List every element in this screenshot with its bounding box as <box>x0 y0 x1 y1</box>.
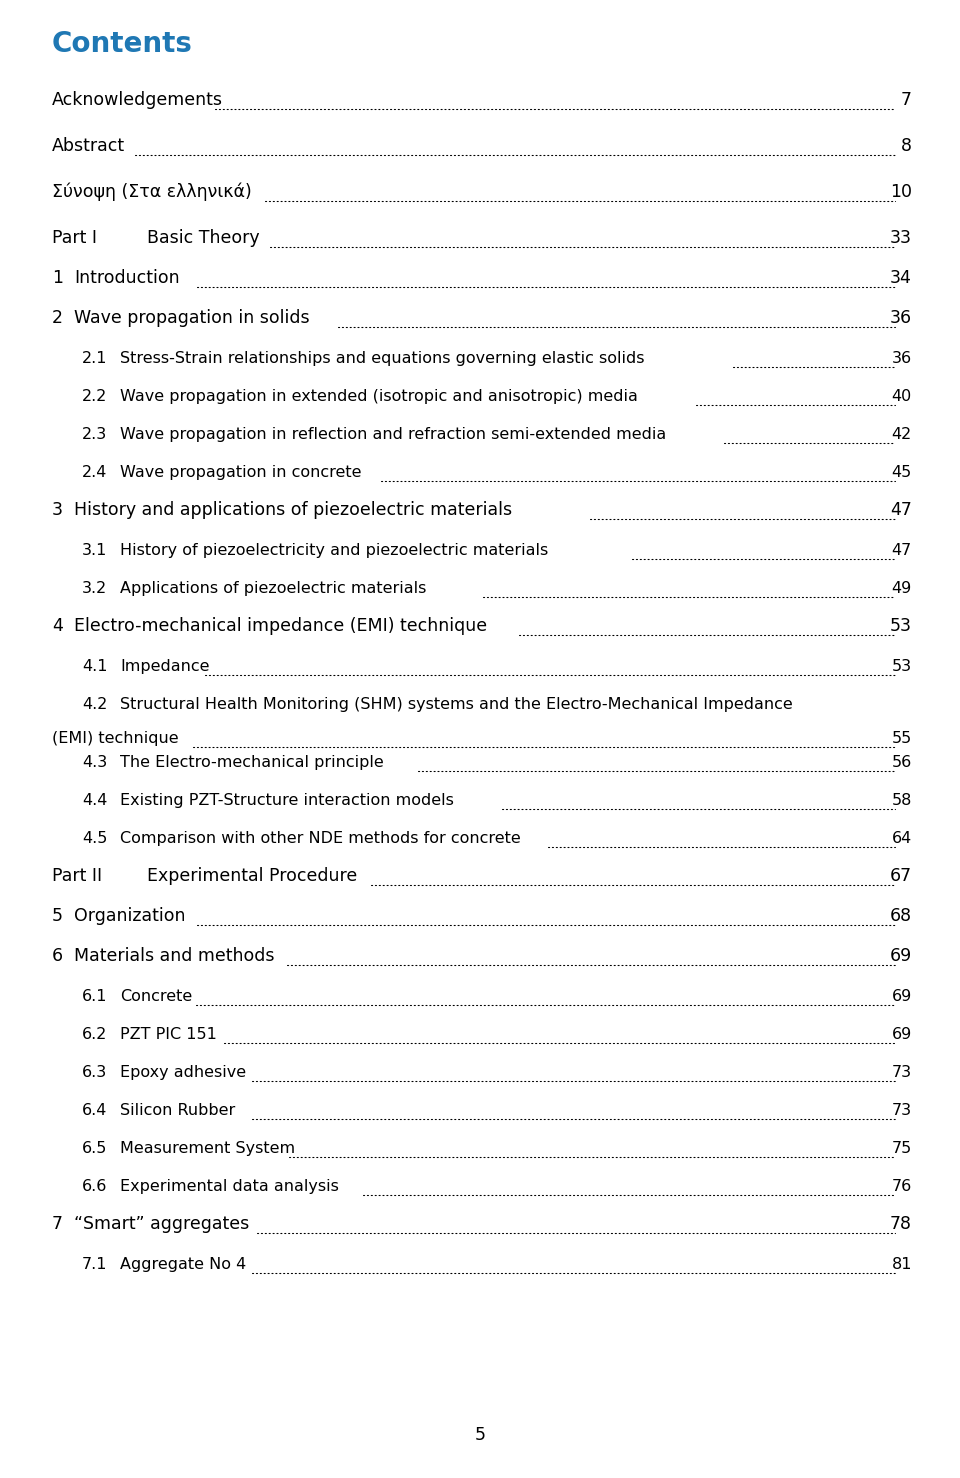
Text: 47: 47 <box>892 542 912 559</box>
Text: 69: 69 <box>890 947 912 965</box>
Text: 2.1: 2.1 <box>82 350 108 367</box>
Text: Organization: Organization <box>74 907 185 925</box>
Text: 47: 47 <box>890 501 912 519</box>
Text: 49: 49 <box>892 581 912 596</box>
Text: 2.2: 2.2 <box>82 389 108 403</box>
Text: 6.4: 6.4 <box>82 1103 108 1117</box>
Text: Experimental data analysis: Experimental data analysis <box>120 1179 339 1194</box>
Text: “Smart” aggregates: “Smart” aggregates <box>74 1215 250 1233</box>
Text: 10: 10 <box>890 183 912 201</box>
Text: Applications of piezoelectric materials: Applications of piezoelectric materials <box>120 581 426 596</box>
Text: 36: 36 <box>890 309 912 327</box>
Text: 67: 67 <box>890 868 912 885</box>
Text: 4.5: 4.5 <box>82 831 108 845</box>
Text: 1: 1 <box>52 269 63 287</box>
Text: 7: 7 <box>901 92 912 109</box>
Text: Part II: Part II <box>52 868 102 885</box>
Text: 56: 56 <box>892 755 912 770</box>
Text: 33: 33 <box>890 229 912 247</box>
Text: Wave propagation in reflection and refraction semi-extended media: Wave propagation in reflection and refra… <box>120 427 666 442</box>
Text: 4.1: 4.1 <box>82 659 108 674</box>
Text: Epoxy adhesive: Epoxy adhesive <box>120 1066 246 1080</box>
Text: 55: 55 <box>892 732 912 746</box>
Text: 4.3: 4.3 <box>82 755 108 770</box>
Text: 53: 53 <box>892 659 912 674</box>
Text: Impedance: Impedance <box>120 659 209 674</box>
Text: 2: 2 <box>52 309 63 327</box>
Text: 34: 34 <box>890 269 912 287</box>
Text: 8: 8 <box>901 137 912 155</box>
Text: 7: 7 <box>52 1215 63 1233</box>
Text: Aggregate No 4: Aggregate No 4 <box>120 1256 247 1273</box>
Text: 5: 5 <box>52 907 63 925</box>
Text: 53: 53 <box>890 616 912 636</box>
Text: 3.2: 3.2 <box>82 581 108 596</box>
Text: Acknowledgements: Acknowledgements <box>52 92 223 109</box>
Text: Silicon Rubber: Silicon Rubber <box>120 1103 235 1117</box>
Text: 58: 58 <box>892 794 912 808</box>
Text: 4.4: 4.4 <box>82 794 108 808</box>
Text: 2.3: 2.3 <box>82 427 108 442</box>
Text: 6.1: 6.1 <box>82 989 108 1004</box>
Text: 5: 5 <box>474 1426 486 1444</box>
Text: 73: 73 <box>892 1103 912 1117</box>
Text: Contents: Contents <box>52 30 193 58</box>
Text: Stress-Strain relationships and equations governing elastic solids: Stress-Strain relationships and equation… <box>120 350 644 367</box>
Text: 69: 69 <box>892 1027 912 1042</box>
Text: 6.5: 6.5 <box>82 1141 108 1156</box>
Text: 6.2: 6.2 <box>82 1027 108 1042</box>
Text: Materials and methods: Materials and methods <box>74 947 275 965</box>
Text: 4.2: 4.2 <box>82 698 108 712</box>
Text: 78: 78 <box>890 1215 912 1233</box>
Text: 73: 73 <box>892 1066 912 1080</box>
Text: 2.4: 2.4 <box>82 466 108 480</box>
Text: 40: 40 <box>892 389 912 403</box>
Text: 6: 6 <box>52 947 63 965</box>
Text: 42: 42 <box>892 427 912 442</box>
Text: Measurement System: Measurement System <box>120 1141 295 1156</box>
Text: 3: 3 <box>52 501 63 519</box>
Text: Wave propagation in concrete: Wave propagation in concrete <box>120 466 362 480</box>
Text: (EMI) technique: (EMI) technique <box>52 732 179 746</box>
Text: Concrete: Concrete <box>120 989 192 1004</box>
Text: 7.1: 7.1 <box>82 1256 108 1273</box>
Text: 75: 75 <box>892 1141 912 1156</box>
Text: 36: 36 <box>892 350 912 367</box>
Text: History of piezoelectricity and piezoelectric materials: History of piezoelectricity and piezoele… <box>120 542 548 559</box>
Text: 4: 4 <box>52 616 62 636</box>
Text: Introduction: Introduction <box>74 269 180 287</box>
Text: 3.1: 3.1 <box>82 542 108 559</box>
Text: 6.6: 6.6 <box>82 1179 108 1194</box>
Text: 64: 64 <box>892 831 912 845</box>
Text: 6.3: 6.3 <box>82 1066 108 1080</box>
Text: 76: 76 <box>892 1179 912 1194</box>
Text: The Electro-mechanical principle: The Electro-mechanical principle <box>120 755 384 770</box>
Text: 68: 68 <box>890 907 912 925</box>
Text: Wave propagation in solids: Wave propagation in solids <box>74 309 310 327</box>
Text: Comparison with other NDE methods for concrete: Comparison with other NDE methods for co… <box>120 831 520 845</box>
Text: History and applications of piezoelectric materials: History and applications of piezoelectri… <box>74 501 512 519</box>
Text: Existing PZT-Structure interaction models: Existing PZT-Structure interaction model… <box>120 794 454 808</box>
Text: Abstract: Abstract <box>52 137 125 155</box>
Text: PZT PIC 151: PZT PIC 151 <box>120 1027 217 1042</box>
Text: Wave propagation in extended (isotropic and anisotropic) media: Wave propagation in extended (isotropic … <box>120 389 637 403</box>
Text: Part I: Part I <box>52 229 97 247</box>
Text: 81: 81 <box>892 1256 912 1273</box>
Text: 45: 45 <box>892 466 912 480</box>
Text: Electro-mechanical impedance (EMI) technique: Electro-mechanical impedance (EMI) techn… <box>74 616 487 636</box>
Text: 69: 69 <box>892 989 912 1004</box>
Text: Basic Theory: Basic Theory <box>147 229 259 247</box>
Text: Experimental Procedure: Experimental Procedure <box>147 868 357 885</box>
Text: Structural Health Monitoring (SHM) systems and the Electro-Mechanical Impedance: Structural Health Monitoring (SHM) syste… <box>120 698 793 712</box>
Text: Σύνοψη (Στα ελληνικά): Σύνοψη (Στα ελληνικά) <box>52 182 252 201</box>
